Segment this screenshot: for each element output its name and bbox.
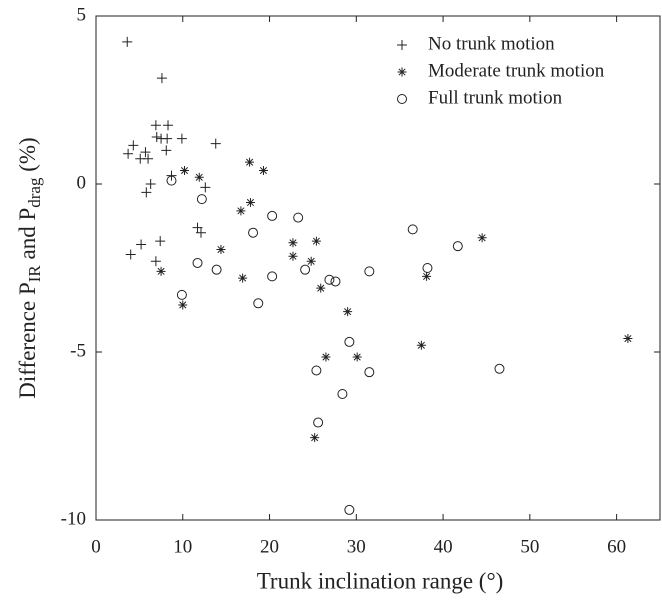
x-tick-label: 50 [520,536,539,557]
legend-marker [397,40,407,50]
point [245,197,255,207]
point [210,138,221,149]
point [258,166,268,176]
point [178,300,188,310]
point [236,206,246,216]
point [422,263,433,273]
point [267,271,278,282]
point [216,245,226,255]
point [364,266,375,277]
point [300,264,311,275]
plot-frame [95,15,661,521]
y-label-sub: drag [25,177,44,208]
point [337,389,348,399]
point [176,289,187,300]
y-tick-label: -10 [61,508,86,529]
point [192,222,203,233]
point [150,120,161,131]
point [176,133,187,144]
point [163,120,174,131]
legend-label: Moderate trunk motion [428,60,605,81]
point [267,210,278,221]
point [151,131,162,142]
y-label-part: (%) [15,137,40,177]
point [343,307,353,317]
point [136,239,147,250]
x-tick-label: 0 [91,536,101,557]
point [352,352,362,362]
point [122,36,133,47]
point [156,73,167,84]
point [321,352,331,362]
point [162,133,173,144]
point [245,157,255,167]
point [150,256,161,267]
y-label-sub: IR [25,265,44,283]
point [166,170,177,181]
x-tick-label: 40 [434,536,453,557]
point [211,264,222,275]
point [324,274,335,285]
point [192,257,203,268]
y-tick-label: -5 [70,340,86,361]
point [238,273,248,283]
point [195,227,206,238]
point [161,145,172,156]
point [416,340,426,350]
point [125,249,136,260]
legend-label: Full trunk motion [428,87,563,108]
point [145,179,156,189]
point [180,166,190,176]
point [344,504,355,515]
point [422,271,432,281]
point [156,266,166,276]
x-axis-label: Trunk inclination range (°) [257,568,504,593]
y-label-part: Difference P [15,282,40,398]
point [143,153,154,164]
point [140,147,151,158]
point [330,276,341,287]
point [306,256,316,266]
y-tick-label: 0 [77,172,87,193]
point [452,241,463,252]
x-tick-label: 20 [260,536,279,557]
point [364,367,375,378]
point [248,227,259,238]
point [288,251,298,261]
point [196,194,207,205]
x-tick-label: 60 [607,536,626,557]
point [344,336,355,347]
point [623,334,633,344]
y-label-part: and P [15,208,40,266]
point [123,148,134,159]
point [155,236,166,247]
point [128,140,139,151]
point [200,182,211,193]
legend-label: No trunk motion [428,33,555,54]
point [293,212,304,223]
point [313,417,324,428]
y-axis-label: Difference PIR and Pdrag (%) [15,137,44,398]
legend-marker [397,94,407,104]
point [494,363,505,374]
point [311,365,322,376]
y-tick-label: 5 [77,4,87,25]
x-tick-label: 10 [173,536,192,557]
legend-marker [397,67,407,77]
point [477,233,487,243]
point [310,433,320,443]
point [407,224,418,235]
point [253,298,264,309]
point [194,172,204,182]
point [288,238,298,248]
point [141,187,152,198]
point [311,236,321,246]
x-tick-label: 30 [347,536,366,557]
point [316,283,326,293]
point [166,175,177,186]
